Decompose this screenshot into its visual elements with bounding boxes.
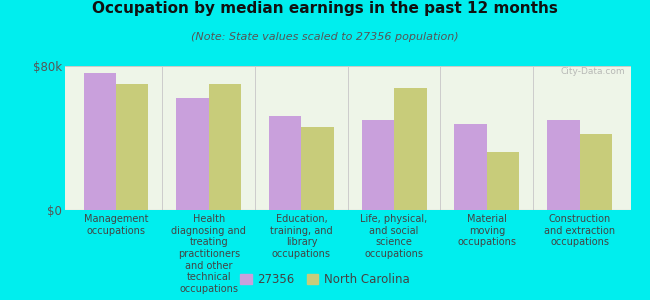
Bar (302, 127, 334, 210)
Legend: 27356, North Carolina: 27356, North Carolina (235, 269, 415, 291)
Bar (209, 84, 241, 210)
Text: City-Data.com: City-Data.com (560, 68, 625, 76)
Bar (394, 88, 426, 210)
Bar (269, 116, 302, 210)
Bar (454, 124, 487, 210)
Bar (176, 98, 209, 210)
Bar (580, 134, 612, 210)
Bar (547, 120, 580, 210)
Bar (84, 73, 116, 210)
Bar (116, 84, 148, 210)
Text: (Note: State values scaled to 27356 population): (Note: State values scaled to 27356 popu… (191, 32, 459, 41)
Bar (487, 152, 519, 210)
Bar (361, 120, 394, 210)
Text: Occupation by median earnings in the past 12 months: Occupation by median earnings in the pas… (92, 2, 558, 16)
